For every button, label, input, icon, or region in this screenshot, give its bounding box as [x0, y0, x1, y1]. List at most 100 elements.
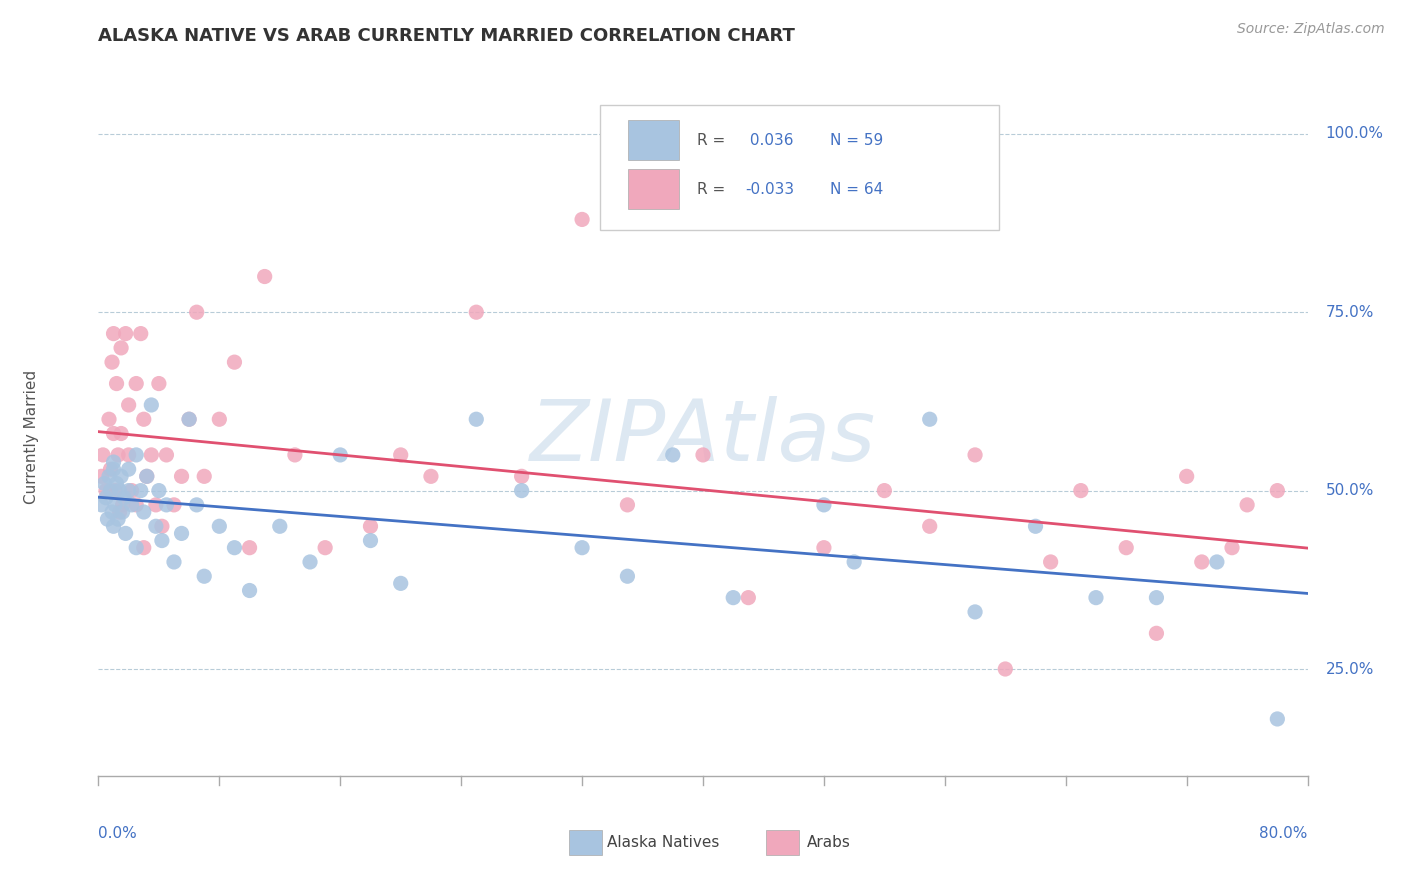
Point — [103, 326, 125, 341]
Text: 100.0%: 100.0% — [1326, 127, 1384, 141]
Point — [994, 662, 1017, 676]
Point — [150, 533, 173, 548]
Point — [111, 498, 134, 512]
Point — [125, 498, 148, 512]
Text: Arabs: Arabs — [807, 836, 851, 850]
Point — [108, 483, 131, 498]
Text: 50.0%: 50.0% — [1326, 483, 1374, 498]
Point — [389, 576, 412, 591]
Point — [103, 426, 125, 441]
Point — [918, 412, 941, 426]
Text: ALASKA NATIVE VS ARAB CURRENTLY MARRIED CORRELATION CHART: ALASKA NATIVE VS ARAB CURRENTLY MARRIED … — [98, 27, 796, 45]
Point — [224, 355, 246, 369]
Point — [1024, 519, 1046, 533]
Point — [155, 498, 177, 512]
Point — [873, 483, 896, 498]
Point — [148, 376, 170, 391]
Point — [91, 448, 114, 462]
Point — [110, 341, 132, 355]
Point — [616, 569, 638, 583]
Point — [186, 498, 208, 512]
Point — [105, 376, 128, 391]
Point — [108, 505, 131, 519]
Text: 75.0%: 75.0% — [1326, 305, 1374, 319]
Point — [692, 448, 714, 462]
Point — [1206, 555, 1229, 569]
Point — [118, 448, 141, 462]
Point — [121, 498, 143, 512]
Point — [844, 555, 866, 569]
Point — [125, 376, 148, 391]
Point — [208, 412, 231, 426]
Point — [465, 412, 488, 426]
Point — [132, 505, 155, 519]
Text: 0.0%: 0.0% — [98, 826, 138, 841]
Point — [1070, 483, 1092, 498]
Point — [105, 476, 128, 491]
Point — [389, 448, 412, 462]
Point — [465, 305, 488, 319]
Point — [510, 483, 533, 498]
Point — [103, 455, 125, 469]
Point — [132, 412, 155, 426]
Point — [177, 412, 201, 426]
Point — [360, 519, 382, 533]
Point — [135, 469, 157, 483]
Point — [103, 519, 125, 533]
Point — [107, 448, 129, 462]
Point — [1175, 469, 1198, 483]
Point — [104, 498, 127, 512]
Point — [141, 448, 163, 462]
Point — [163, 498, 186, 512]
Text: Alaska Natives: Alaska Natives — [607, 836, 720, 850]
Point — [93, 476, 115, 491]
Point — [125, 448, 148, 462]
Point — [118, 462, 141, 476]
Point — [132, 541, 155, 555]
Point — [1236, 498, 1258, 512]
Point — [419, 469, 441, 483]
Text: 80.0%: 80.0% — [1260, 826, 1308, 841]
Point — [101, 505, 124, 519]
Text: 25.0%: 25.0% — [1326, 662, 1374, 676]
Point — [94, 491, 117, 505]
Point — [571, 212, 593, 227]
Point — [616, 498, 638, 512]
Point — [98, 469, 121, 483]
Point — [1144, 591, 1167, 605]
Text: N = 59: N = 59 — [830, 133, 883, 148]
Point — [1144, 626, 1167, 640]
Point — [114, 326, 136, 341]
Point — [90, 469, 112, 483]
Point — [239, 541, 262, 555]
Point — [813, 498, 835, 512]
Point — [299, 555, 322, 569]
Point — [239, 583, 262, 598]
Point — [510, 469, 533, 483]
Point — [111, 505, 134, 519]
Point — [193, 569, 215, 583]
Point — [1265, 483, 1288, 498]
Point — [135, 469, 157, 483]
Point — [101, 355, 124, 369]
Text: R =: R = — [697, 133, 730, 148]
Point — [284, 448, 307, 462]
Point — [125, 541, 148, 555]
Point — [98, 412, 121, 426]
Point — [737, 591, 759, 605]
Point — [155, 448, 177, 462]
Text: ZIPAtlas: ZIPAtlas — [530, 395, 876, 479]
Point — [100, 462, 122, 476]
Point — [269, 519, 291, 533]
FancyBboxPatch shape — [628, 120, 679, 160]
Point — [148, 483, 170, 498]
Point — [107, 512, 129, 526]
Point — [1191, 555, 1213, 569]
Point — [118, 483, 141, 498]
Point — [1220, 541, 1243, 555]
Point — [208, 519, 231, 533]
Point — [150, 519, 173, 533]
Point — [918, 519, 941, 533]
Point — [721, 591, 744, 605]
Point — [571, 541, 593, 555]
